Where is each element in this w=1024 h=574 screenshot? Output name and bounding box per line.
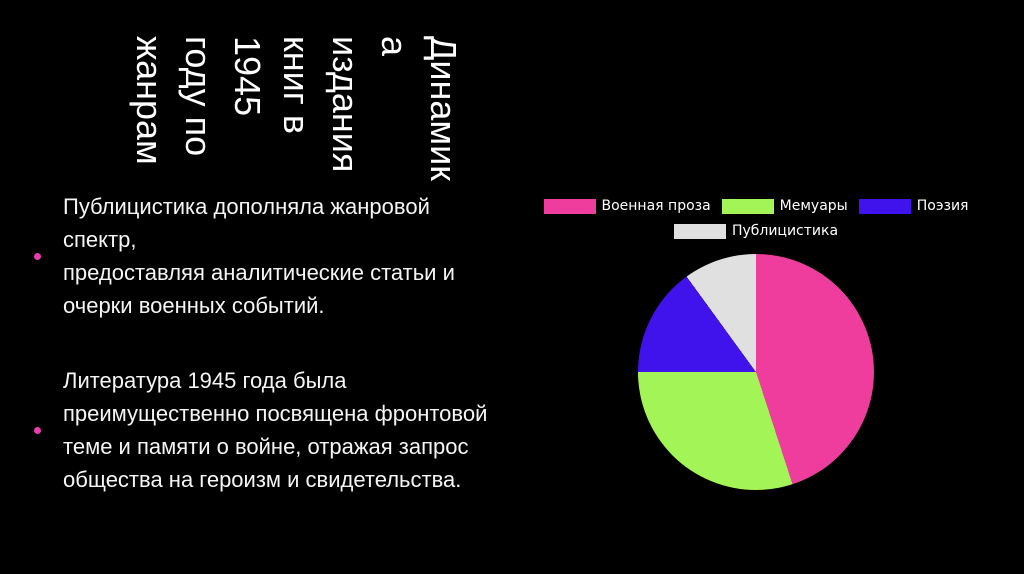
bullet-list: Публицистика дополняла жанровой спектр, … [28,190,506,496]
legend-row: Военная проза Мемуары Поэзия [543,198,969,214]
bullet-text: Литература 1945 года была преимущественн… [63,368,488,492]
bullet-item: Литература 1945 года была преимущественн… [28,364,506,496]
bullet-dot-icon [34,252,41,260]
bullet-text: Публицистика дополняла жанровой спектр, … [63,194,455,318]
legend-label: Поэзия [916,198,969,214]
legend-label: Мемуары [779,198,848,214]
legend-swatch [721,198,774,214]
legend-label: Военная проза [601,198,711,214]
legend-swatch [673,223,726,239]
bullet-item: Публицистика дополняла жанровой спектр, … [28,190,506,322]
legend-item-0: Военная проза [543,198,711,214]
legend-swatch [543,198,596,214]
pie-chart [638,254,874,490]
legend-item-3: Публицистика [673,223,839,239]
legend-item-2: Поэзия [858,198,969,214]
legend-label: Публицистика [731,223,839,239]
bullet-dot-icon [34,426,41,434]
chart-legend: Военная проза Мемуары Поэзия Публицистик… [505,198,1007,239]
slide-title: Динамик а издания книг в 1945 году по жа… [129,36,464,182]
legend-item-1: Мемуары [721,198,848,214]
legend-row: Публицистика [673,223,839,239]
legend-swatch [858,198,911,214]
